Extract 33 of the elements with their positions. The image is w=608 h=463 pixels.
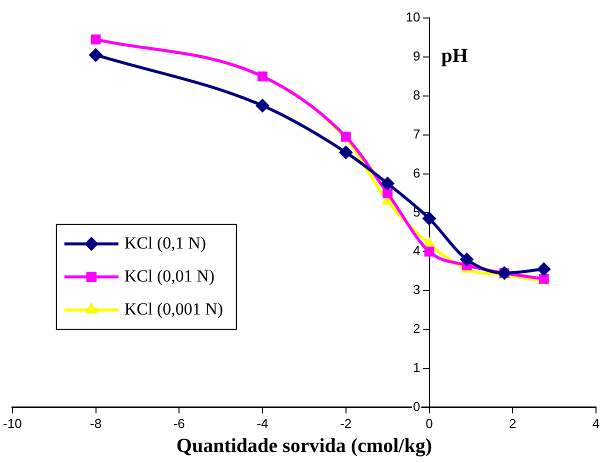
y-tick-label: 2 bbox=[413, 321, 420, 336]
point bbox=[88, 48, 103, 62]
legend-label: KCl (0,001 N) bbox=[124, 299, 224, 318]
y-tick-label: 8 bbox=[413, 87, 420, 102]
point bbox=[424, 246, 434, 257]
legend-label: KCl (0,1 N) bbox=[124, 233, 206, 252]
y-tick-label: 0 bbox=[413, 398, 420, 414]
y-tick-label: 3 bbox=[413, 282, 420, 298]
x-axis-title: Quantidade sorvida (cmol/kg) bbox=[176, 435, 432, 458]
point bbox=[382, 188, 393, 198]
point bbox=[380, 176, 395, 190]
x-tick-label: -2 bbox=[340, 416, 352, 431]
point bbox=[338, 145, 353, 160]
y-tick-label: 6 bbox=[413, 165, 420, 180]
x-tick-label: -4 bbox=[256, 416, 268, 431]
x-tick-label: -8 bbox=[90, 416, 102, 431]
x-tick-label: -6 bbox=[173, 416, 185, 431]
point bbox=[422, 212, 436, 226]
y-tick-label: 10 bbox=[406, 10, 420, 25]
legend-label: KCl (0,01 N) bbox=[124, 266, 215, 286]
y-tick-label: 1 bbox=[413, 360, 420, 376]
point bbox=[256, 98, 270, 113]
x-tick-label: -10 bbox=[2, 416, 22, 431]
y-tick-label: 7 bbox=[413, 126, 420, 142]
y-axis-title: pH bbox=[441, 45, 468, 68]
x-tick-label: 2 bbox=[509, 416, 516, 431]
x-tick-label: 4 bbox=[592, 416, 600, 431]
point bbox=[460, 252, 474, 266]
y-tick-label: 5 bbox=[413, 204, 420, 220]
y-tick-label: 9 bbox=[413, 48, 420, 64]
x-tick-label: 0 bbox=[426, 416, 433, 431]
y-tick-label: 4 bbox=[413, 243, 420, 258]
point bbox=[536, 262, 551, 276]
